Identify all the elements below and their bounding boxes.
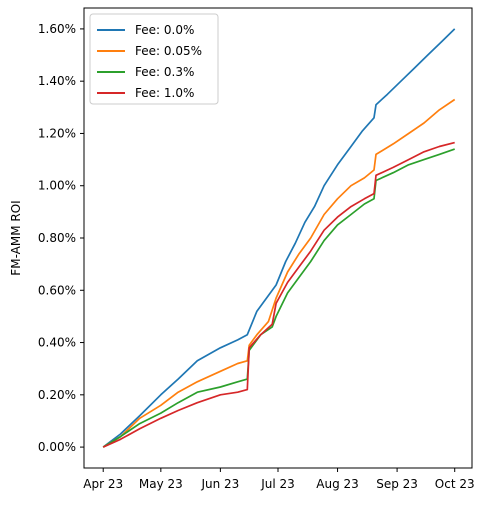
legend-label: Fee: 1.0% — [135, 86, 194, 100]
series-line-2 — [102, 148, 455, 448]
legend-label: Fee: 0.3% — [135, 65, 194, 79]
series-lines — [102, 28, 456, 448]
y-axis-label: FM-AMM ROI — [9, 200, 23, 275]
series-line-1 — [102, 98, 456, 448]
y-tick-label: 0.00% — [38, 440, 76, 454]
legend-label: Fee: 0.05% — [135, 44, 202, 58]
x-tick-label: Sep 23 — [376, 477, 418, 491]
legend-box — [89, 13, 219, 105]
x-tick-label: Oct 23 — [435, 477, 475, 491]
y-tick-label: 0.60% — [38, 283, 76, 297]
series-line-0 — [102, 28, 456, 448]
y-tick-label: 1.60% — [38, 22, 76, 36]
y-tick-label: 1.00% — [38, 179, 76, 193]
plot-frame — [83, 7, 473, 469]
x-tick-label: Aug 23 — [316, 477, 359, 491]
legend: Fee: 0.0% Fee: 0.05% Fee: 0.3% Fee: 1.0% — [89, 13, 219, 105]
x-tick-label: May 23 — [139, 477, 183, 491]
series-line-3 — [102, 141, 455, 448]
x-axis-ticks: Apr 23 May 23 Jun 23 Jul 23 Aug 23 Sep 23 Oct … — [83, 468, 475, 491]
x-tick-label: Jul 23 — [260, 477, 295, 491]
y-axis-ticks: 0.00% 0.20% 0.40% 0.60% 0.80% 1.00% 1.20% 1.40%… — [38, 22, 84, 454]
y-tick-label: 0.20% — [38, 388, 76, 402]
x-tick-label: Apr 23 — [83, 477, 123, 491]
y-tick-label: 1.40% — [38, 74, 76, 88]
x-tick-label: Jun 23 — [200, 477, 239, 491]
y-tick-label: 1.20% — [38, 126, 76, 140]
y-tick-label: 0.40% — [38, 336, 76, 350]
y-tick-label: 0.80% — [38, 231, 76, 245]
legend-label: Fee: 0.0% — [135, 23, 194, 37]
